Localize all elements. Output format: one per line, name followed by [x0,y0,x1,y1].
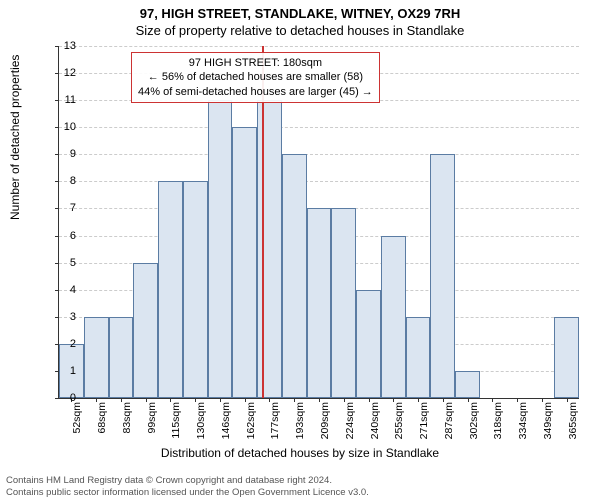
histogram-bar [430,154,455,398]
histogram-bar [158,181,183,398]
gridline-h [59,181,579,183]
plot-area: 52sqm68sqm83sqm99sqm115sqm130sqm146sqm16… [58,46,579,399]
ytick-label: 11 [65,94,76,106]
histogram-bar [282,154,307,398]
histogram-bar [406,317,431,398]
ytick-mark [55,208,59,209]
histogram-bar [133,263,158,398]
xtick-label: 52sqm [71,402,83,442]
histogram-bar [257,100,282,398]
xtick-label: 349sqm [542,402,554,442]
ytick-mark [55,236,59,237]
gridline-h [59,127,579,129]
xtick-label: 255sqm [393,402,405,442]
ytick-label: 1 [70,365,76,377]
xtick-label: 146sqm [220,402,232,442]
xtick-label: 334sqm [517,402,529,442]
ytick-mark [55,100,59,101]
ytick-label: 2 [70,338,76,350]
ytick-mark [55,73,59,74]
xtick-label: 224sqm [344,402,356,442]
footer-credits: Contains HM Land Registry data © Crown c… [6,475,369,498]
ytick-mark [55,181,59,182]
ytick-label: 12 [64,67,76,79]
xtick-label: 115sqm [170,402,182,442]
ytick-mark [55,263,59,264]
y-axis-label: Number of detached properties [8,55,22,220]
ytick-label: 4 [70,284,76,296]
title-subtitle: Size of property relative to detached ho… [0,21,600,38]
xtick-label: 68sqm [96,402,108,442]
annotation-box: 97 HIGH STREET: 180sqm ← 56% of detached… [131,52,380,103]
footer-line2: Contains public sector information licen… [6,487,369,498]
histogram-bar [208,100,233,398]
footer-line1: Contains HM Land Registry data © Crown c… [6,475,369,486]
ytick-label: 3 [70,311,76,323]
xtick-label: 130sqm [195,402,207,442]
histogram-bar [109,317,134,398]
ytick-mark [55,127,59,128]
xtick-label: 99sqm [146,402,158,442]
xtick-label: 287sqm [443,402,455,442]
annotation-line2: ← 56% of detached houses are smaller (58… [138,70,373,84]
ytick-label: 10 [64,121,76,133]
title-address: 97, HIGH STREET, STANDLAKE, WITNEY, OX29… [0,0,600,21]
ytick-mark [55,398,59,399]
histogram-bar [381,236,406,398]
histogram-bar [84,317,109,398]
ytick-mark [55,46,59,47]
xtick-label: 302sqm [468,402,480,442]
xtick-label: 83sqm [121,402,133,442]
histogram-bar [455,371,480,398]
x-axis-label: Distribution of detached houses by size … [0,446,600,460]
xtick-label: 365sqm [567,402,579,442]
ytick-label: 0 [70,392,76,404]
xtick-label: 162sqm [245,402,257,442]
ytick-mark [55,290,59,291]
xtick-label: 177sqm [269,402,281,442]
ytick-mark [55,317,59,318]
ytick-label: 6 [70,230,76,242]
ytick-label: 7 [70,202,76,214]
annotation-line3: 44% of semi-detached houses are larger (… [138,85,373,99]
ytick-label: 5 [70,257,76,269]
histogram-bar [232,127,257,398]
gridline-h [59,154,579,156]
chart-container: 97, HIGH STREET, STANDLAKE, WITNEY, OX29… [0,0,600,500]
histogram-bar [554,317,579,398]
xtick-label: 271sqm [418,402,430,442]
xtick-label: 209sqm [319,402,331,442]
annotation-line1: 97 HIGH STREET: 180sqm [138,56,373,70]
gridline-h [59,46,579,48]
xtick-label: 193sqm [294,402,306,442]
ytick-label: 13 [64,40,76,52]
histogram-bar [331,208,356,398]
ytick-label: 9 [70,148,76,160]
histogram-bar [356,290,381,398]
histogram-bar [183,181,208,398]
ytick-mark [55,154,59,155]
histogram-bar [307,208,332,398]
xtick-label: 318sqm [492,402,504,442]
xtick-label: 240sqm [369,402,381,442]
ytick-label: 8 [70,175,76,187]
